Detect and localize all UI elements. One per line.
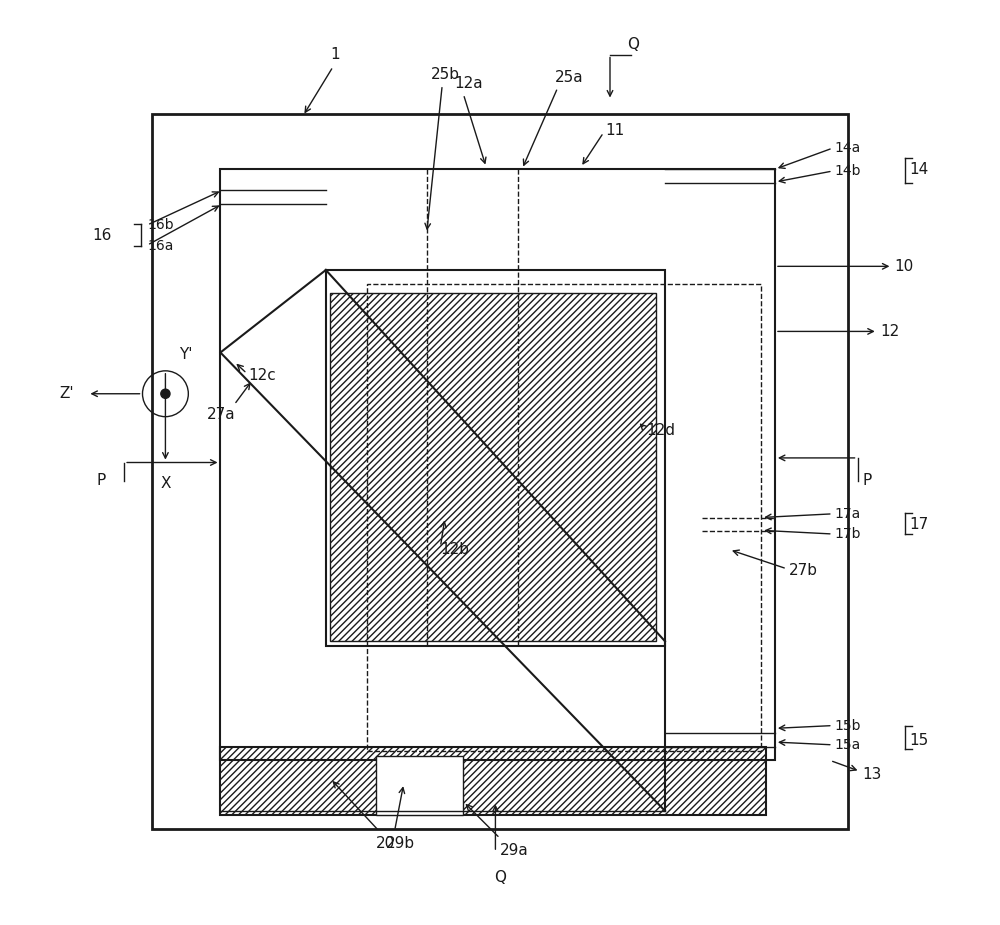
Text: 20: 20 — [376, 835, 396, 851]
Text: 11: 11 — [605, 123, 625, 138]
Text: P: P — [862, 474, 871, 488]
Text: 15: 15 — [910, 733, 929, 747]
Text: 16: 16 — [92, 228, 111, 242]
Text: 12a: 12a — [454, 76, 483, 92]
Text: 16a: 16a — [147, 240, 173, 253]
Text: 16b: 16b — [147, 218, 174, 232]
Text: 25a: 25a — [555, 69, 584, 85]
Text: 29a: 29a — [500, 843, 529, 857]
Text: 15b: 15b — [835, 719, 861, 733]
Text: Q: Q — [494, 870, 506, 885]
Text: 27b: 27b — [789, 563, 818, 578]
Bar — [367, 284, 761, 751]
Text: 12c: 12c — [248, 368, 276, 383]
Bar — [326, 270, 665, 646]
Text: 14b: 14b — [835, 164, 861, 178]
Text: 29b: 29b — [385, 835, 415, 851]
Text: Y': Y' — [179, 347, 193, 362]
Bar — [152, 114, 848, 829]
Circle shape — [161, 389, 170, 399]
Text: 15a: 15a — [835, 738, 861, 752]
Text: 10: 10 — [894, 259, 913, 274]
Text: 1: 1 — [330, 47, 340, 62]
Bar — [376, 756, 463, 816]
Text: 25b: 25b — [431, 68, 460, 82]
Text: Q: Q — [627, 37, 639, 52]
Text: 12: 12 — [880, 324, 900, 339]
Text: 17: 17 — [910, 517, 929, 532]
Text: P: P — [97, 474, 106, 488]
Text: 14: 14 — [910, 162, 929, 177]
Text: 17b: 17b — [835, 527, 861, 541]
Bar — [220, 169, 775, 760]
Text: 12b: 12b — [440, 542, 469, 557]
Text: Z': Z' — [59, 387, 74, 401]
Text: 12d: 12d — [647, 423, 676, 438]
Text: 27a: 27a — [207, 407, 235, 423]
Text: 14a: 14a — [835, 142, 861, 155]
Text: X: X — [160, 476, 171, 491]
Bar — [330, 293, 656, 641]
Bar — [220, 746, 766, 816]
Text: 17a: 17a — [835, 507, 861, 521]
Text: 13: 13 — [862, 767, 881, 782]
